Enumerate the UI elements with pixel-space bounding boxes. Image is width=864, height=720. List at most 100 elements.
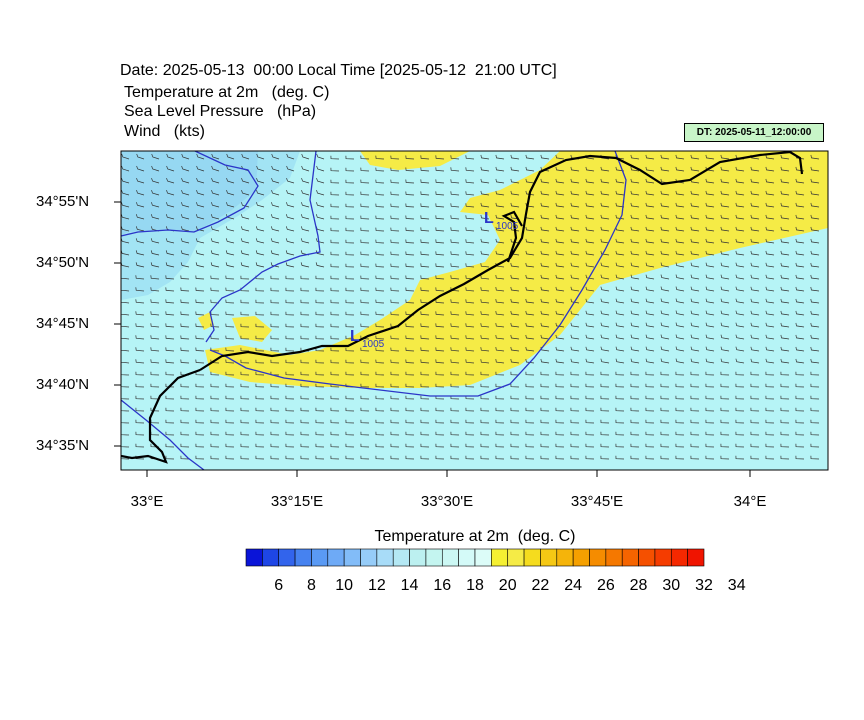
wind-barb <box>465 359 475 364</box>
wind-barb <box>226 189 235 196</box>
wind-barb <box>181 202 190 208</box>
wind-barb <box>480 383 490 388</box>
wind-barb <box>465 227 475 232</box>
colorbar-swatch <box>294 548 312 567</box>
wind-barb <box>630 166 640 172</box>
wind-barb <box>121 407 130 412</box>
wind-barb <box>375 155 385 160</box>
wind-barb <box>600 395 610 400</box>
wind-barb <box>225 335 235 340</box>
wind-barb <box>435 155 445 160</box>
wind-barb <box>180 335 190 340</box>
wind-barb <box>465 287 475 292</box>
wind-barb <box>645 154 655 160</box>
wind-barb <box>705 310 715 316</box>
wind-barb <box>210 335 220 340</box>
wind-barb <box>135 262 145 268</box>
wind-barb <box>375 383 385 388</box>
wind-barb <box>735 322 745 328</box>
wind-barb <box>390 179 400 184</box>
wind-barb <box>390 335 400 340</box>
wind-barb <box>525 298 535 304</box>
lat-label: 34°35'N <box>36 437 90 454</box>
wind-barb <box>750 262 760 268</box>
low-symbol: L <box>484 210 494 227</box>
wind-barb <box>495 287 505 292</box>
wind-barb <box>480 166 490 172</box>
wind-barb <box>210 226 220 232</box>
wind-barb <box>435 239 445 244</box>
wind-barb <box>510 214 520 220</box>
lon-label: 33°45'E <box>570 493 624 510</box>
wind-barb <box>315 359 325 364</box>
wind-barb <box>420 203 430 208</box>
wind-barb <box>555 395 565 400</box>
wind-barb <box>585 202 595 208</box>
wind-barb <box>570 274 580 280</box>
wind-barb <box>720 334 730 340</box>
colorbar-swatch <box>262 548 280 567</box>
wind-barb <box>255 299 265 304</box>
wind-barb <box>315 250 325 256</box>
wind-barb <box>450 203 460 208</box>
wind-barb <box>495 359 505 364</box>
wind-barb <box>360 323 370 328</box>
wind-barb <box>480 347 490 352</box>
wind-barb <box>345 299 355 304</box>
wind-barb <box>480 359 490 364</box>
wind-barb <box>495 250 505 256</box>
wind-barb <box>750 407 760 412</box>
wind-barb <box>630 407 640 412</box>
wind-barb <box>675 383 685 388</box>
wind-barb <box>645 250 655 256</box>
wind-barb <box>675 407 685 412</box>
colorbar-swatch <box>376 548 394 567</box>
wind-barb <box>750 431 760 436</box>
wind-barb <box>525 346 535 352</box>
wind-barb <box>540 383 550 388</box>
wind-barb <box>180 407 190 412</box>
wind-barb <box>480 263 490 268</box>
wind-barb <box>255 311 265 316</box>
low-value: 1005 <box>362 339 385 350</box>
wind-barb <box>645 419 655 424</box>
wind-barb <box>675 455 685 460</box>
wind-barb <box>330 359 340 364</box>
wind-barb <box>600 238 610 244</box>
wind-barb <box>630 334 640 340</box>
wind-barb <box>135 250 145 256</box>
wind-barb <box>210 323 220 328</box>
wind-barb <box>690 154 700 160</box>
wind-barb <box>510 190 520 196</box>
wind-barb <box>735 226 745 232</box>
wind-barb <box>510 371 520 376</box>
wind-barb <box>525 226 535 232</box>
wind-barb <box>195 443 205 448</box>
wind-barb <box>165 299 175 304</box>
wind-barb <box>285 238 295 244</box>
wind-barb <box>780 419 790 424</box>
wind-barb <box>210 262 220 268</box>
wind-barb <box>360 407 370 412</box>
wind-barb <box>225 455 235 460</box>
wind-barb <box>121 177 130 184</box>
wind-barbs <box>121 153 820 460</box>
wind-barb <box>225 262 235 268</box>
wind-barb <box>570 286 580 292</box>
wind-barb <box>525 286 535 292</box>
wind-barb <box>675 154 685 160</box>
wind-barb <box>286 165 295 172</box>
wind-barb <box>780 431 790 436</box>
wind-barb <box>720 455 730 460</box>
wind-barb <box>165 407 175 412</box>
wind-barb <box>435 395 445 400</box>
wind-barb <box>765 455 775 460</box>
wind-barb <box>375 323 385 328</box>
wind-barb <box>690 431 700 436</box>
wind-barb <box>166 165 175 172</box>
wind-barb <box>150 287 160 292</box>
wind-barb <box>750 226 760 232</box>
wind-barb <box>226 165 235 172</box>
wind-barb <box>405 167 415 172</box>
wind-barb <box>210 299 220 304</box>
